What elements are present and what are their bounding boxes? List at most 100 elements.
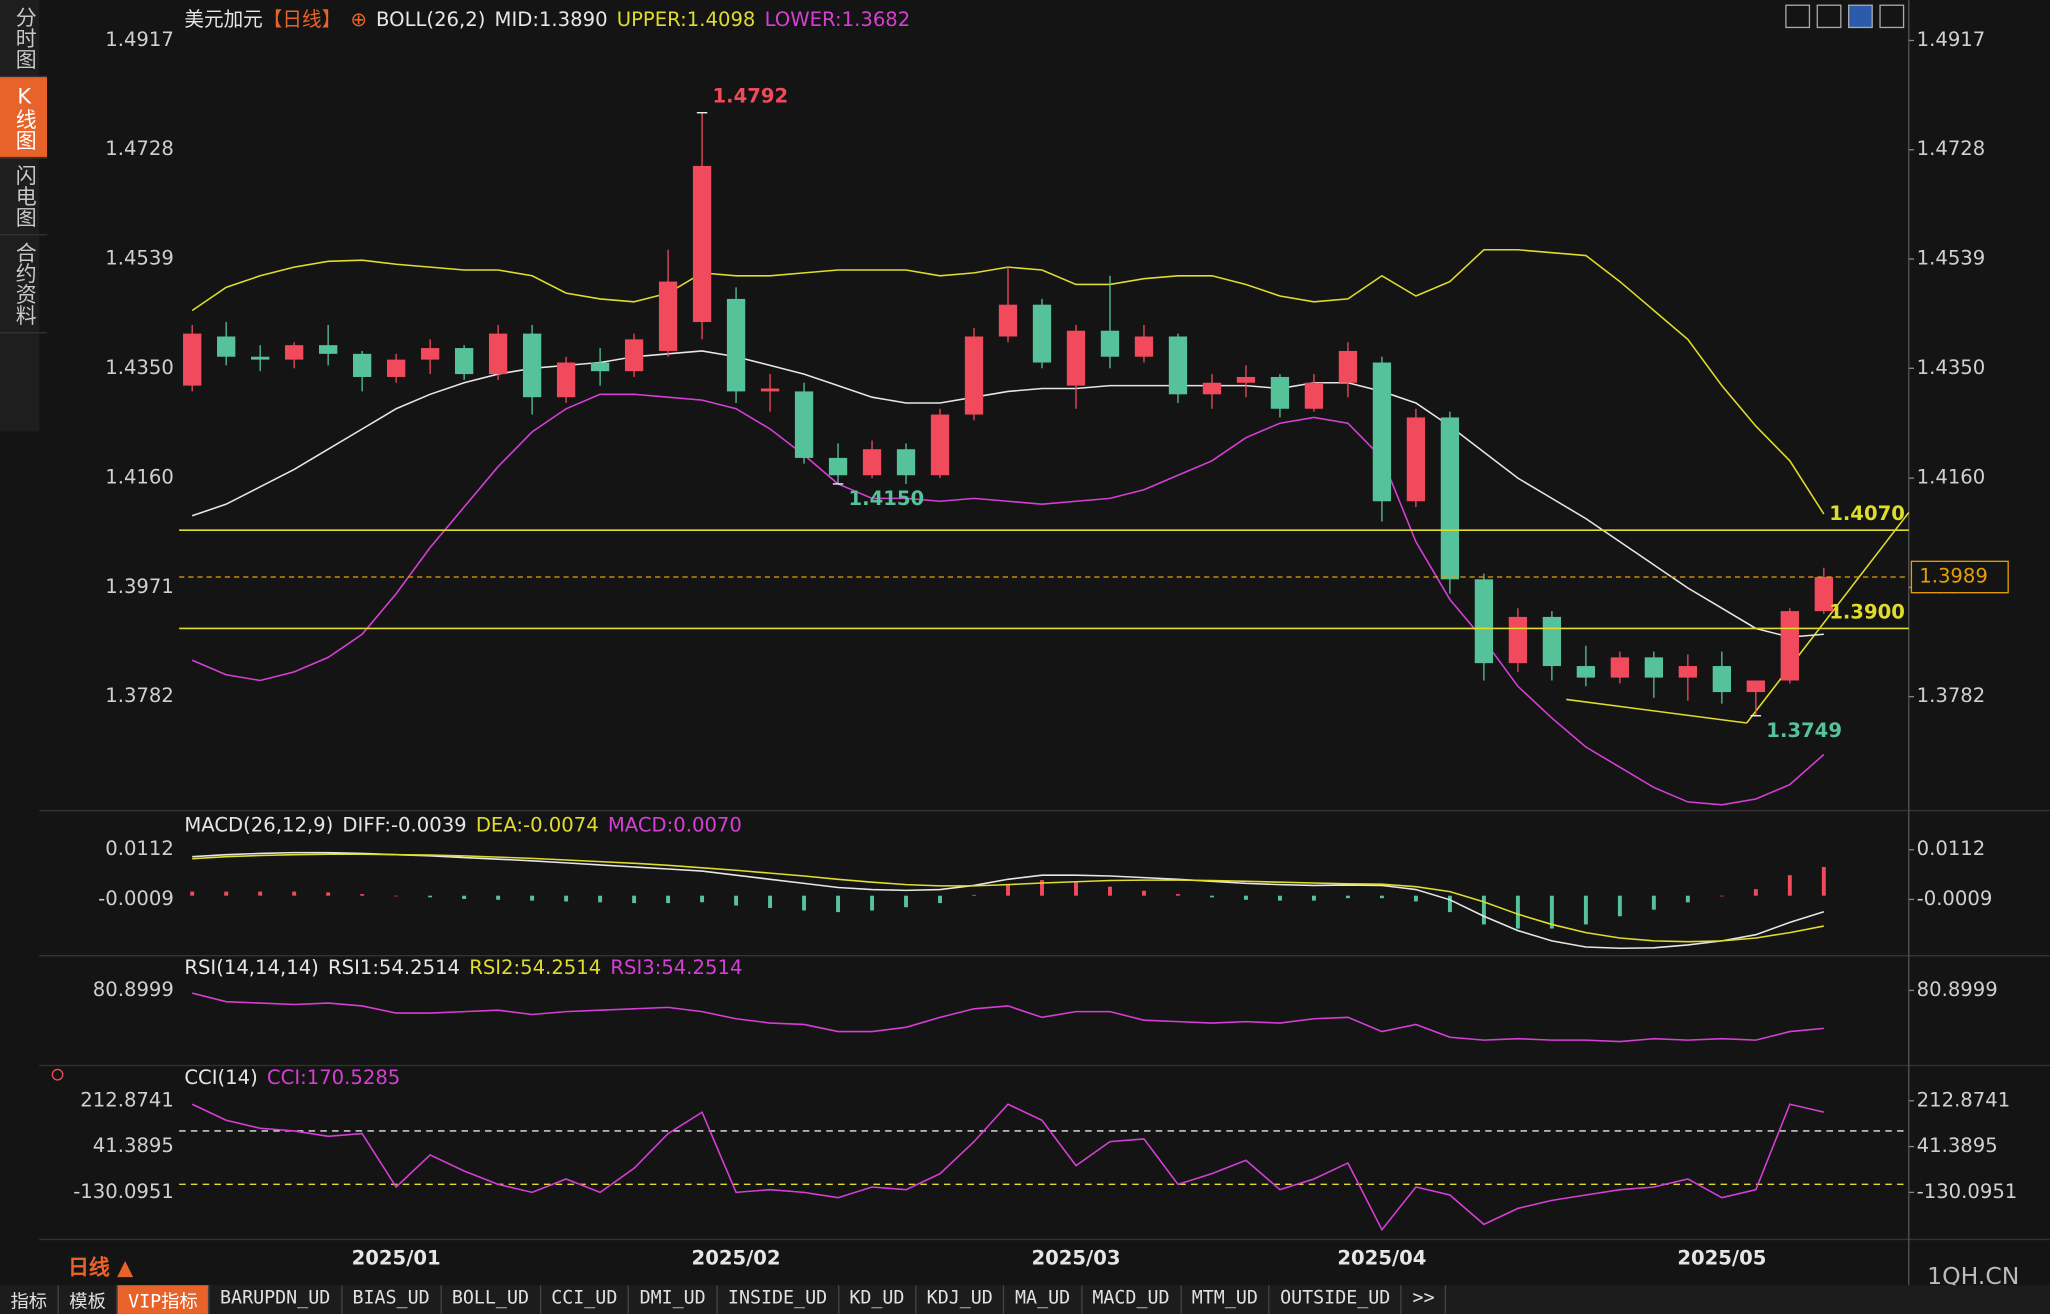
candle-body <box>183 333 202 386</box>
price-header: 美元加元 【日线】 ⊕ BOLL(26,2) MID:1.3890 UPPER:1… <box>184 5 910 32</box>
macd-bar <box>734 895 739 906</box>
macd-bar <box>666 895 671 904</box>
legend-entry: DIFF:-0.0039 <box>342 813 467 837</box>
macd-bar <box>1142 890 1146 896</box>
series-line <box>192 853 1824 943</box>
y-tick-label-right: 0.0112 <box>1917 837 1986 860</box>
legend-entry: CCI:170.5285 <box>266 1065 401 1090</box>
candle-body <box>217 336 236 357</box>
candle-body <box>1440 417 1460 580</box>
candle-body <box>352 353 372 377</box>
y-tick-label: 1.4728 <box>105 137 174 160</box>
sidebar-item[interactable]: K线图 <box>0 77 48 159</box>
macd-bar <box>836 895 841 913</box>
candle-body <box>998 304 1018 337</box>
macd-bar <box>870 895 874 911</box>
tab[interactable]: CCI_UD <box>541 1285 630 1314</box>
candle-body <box>590 362 610 372</box>
tab[interactable]: DMI_UD <box>629 1285 718 1314</box>
macd-bar <box>1787 875 1792 896</box>
y-tick-label: 0.0112 <box>105 837 174 860</box>
tab[interactable]: OUTSIDE_UD <box>1270 1285 1403 1314</box>
macd-bar <box>1651 895 1656 910</box>
candle-body <box>556 362 576 398</box>
symbol: 美元加元 <box>184 7 263 32</box>
candle-body <box>1168 336 1188 395</box>
series-line <box>191 992 1824 1043</box>
macd-bar <box>1311 895 1316 901</box>
tab[interactable]: KDJ_UD <box>916 1285 1005 1314</box>
macd-bar <box>1074 882 1078 896</box>
candle-body <box>488 333 508 375</box>
tab[interactable]: INSIDE_UD <box>717 1285 839 1314</box>
y-tick-label-right: 1.4917 <box>1917 28 1986 51</box>
legend-entry: DEA:-0.0074 <box>475 813 599 837</box>
trend-line <box>1566 698 1747 724</box>
y-tick-label-right: 41.3895 <box>1917 1134 1998 1157</box>
macd-bar <box>394 895 399 897</box>
line-label: 1.4070 <box>1829 502 1905 525</box>
icon[interactable] <box>1879 4 1905 29</box>
period[interactable]: 【日线】 <box>262 7 342 32</box>
macd-bar <box>292 891 297 896</box>
last-price-label: 1.3989 <box>1919 565 1988 588</box>
candle-body <box>386 359 406 377</box>
candle-body <box>1372 362 1392 502</box>
candle-body <box>760 388 780 392</box>
tab[interactable]: VIP指标 <box>117 1285 210 1314</box>
candle-body <box>1746 680 1765 693</box>
tab[interactable]: BOLL_UD <box>441 1285 541 1314</box>
macd-bar <box>1345 895 1350 899</box>
candle-body <box>1542 616 1562 667</box>
add-icon[interactable]: ⊕ <box>350 7 367 31</box>
sidebar-item[interactable]: 合约资料 <box>0 235 48 334</box>
candle-body <box>1134 336 1154 357</box>
candle-body <box>692 165 712 323</box>
x-tick-label: 2025/05 <box>1677 1247 1766 1270</box>
y-tick-label-right: 212.8741 <box>1917 1088 2011 1111</box>
tab[interactable]: KD_UD <box>839 1285 917 1314</box>
macd-bar <box>938 895 942 904</box>
y-tick-label: 1.4160 <box>105 466 174 489</box>
macd-header: MACD(26,12,9) DIFF:-0.0039 DEA:-0.0074 MACD… <box>184 813 742 837</box>
period-button[interactable]: 日线 ▲ <box>67 1255 134 1280</box>
candle-body <box>726 298 746 392</box>
cci-header: CCI(14) CCI:170.5285 <box>184 1066 400 1090</box>
macd-bar <box>700 895 705 903</box>
icon[interactable] <box>1785 4 1811 29</box>
icon[interactable] <box>1848 4 1873 29</box>
macd-bar <box>1583 895 1588 925</box>
sidebar-item[interactable]: 分时图 <box>0 0 48 78</box>
legend-entry: CCI(14) <box>184 1065 258 1090</box>
tab[interactable]: MA_UD <box>1005 1285 1082 1314</box>
tab[interactable]: >> <box>1402 1285 1447 1314</box>
annotation-label: 1.3749 <box>1766 719 1842 742</box>
tab[interactable]: 模板 <box>59 1285 118 1314</box>
macd-bar <box>904 895 908 908</box>
macd-bar <box>1719 895 1724 897</box>
tab[interactable]: MTM_UD <box>1181 1285 1270 1314</box>
candle-body <box>1304 382 1324 409</box>
macd-bar <box>1549 895 1554 929</box>
y-tick-label: 1.4350 <box>105 356 174 379</box>
tab[interactable]: MACD_UD <box>1082 1285 1182 1314</box>
candle-body <box>1712 666 1731 693</box>
macd-bar <box>1821 866 1826 896</box>
macd-bar <box>598 895 603 903</box>
tab[interactable]: BARUPDN_UD <box>210 1285 343 1314</box>
macd-bar <box>1176 894 1180 896</box>
trend-line <box>1746 512 1910 724</box>
sidebar-item[interactable]: 闪电图 <box>0 158 48 236</box>
tab[interactable]: 指标 <box>0 1285 59 1314</box>
macd-bar <box>360 894 365 896</box>
macd-bar <box>1753 889 1758 896</box>
x-tick-label: 2025/04 <box>1337 1247 1426 1270</box>
candle-body <box>930 414 950 476</box>
tab[interactable]: BIAS_UD <box>342 1285 442 1314</box>
y-tick-label-right: 1.4350 <box>1917 356 1986 379</box>
icon[interactable] <box>1816 4 1842 29</box>
macd-bar <box>530 895 535 901</box>
macd-bar <box>496 895 501 900</box>
